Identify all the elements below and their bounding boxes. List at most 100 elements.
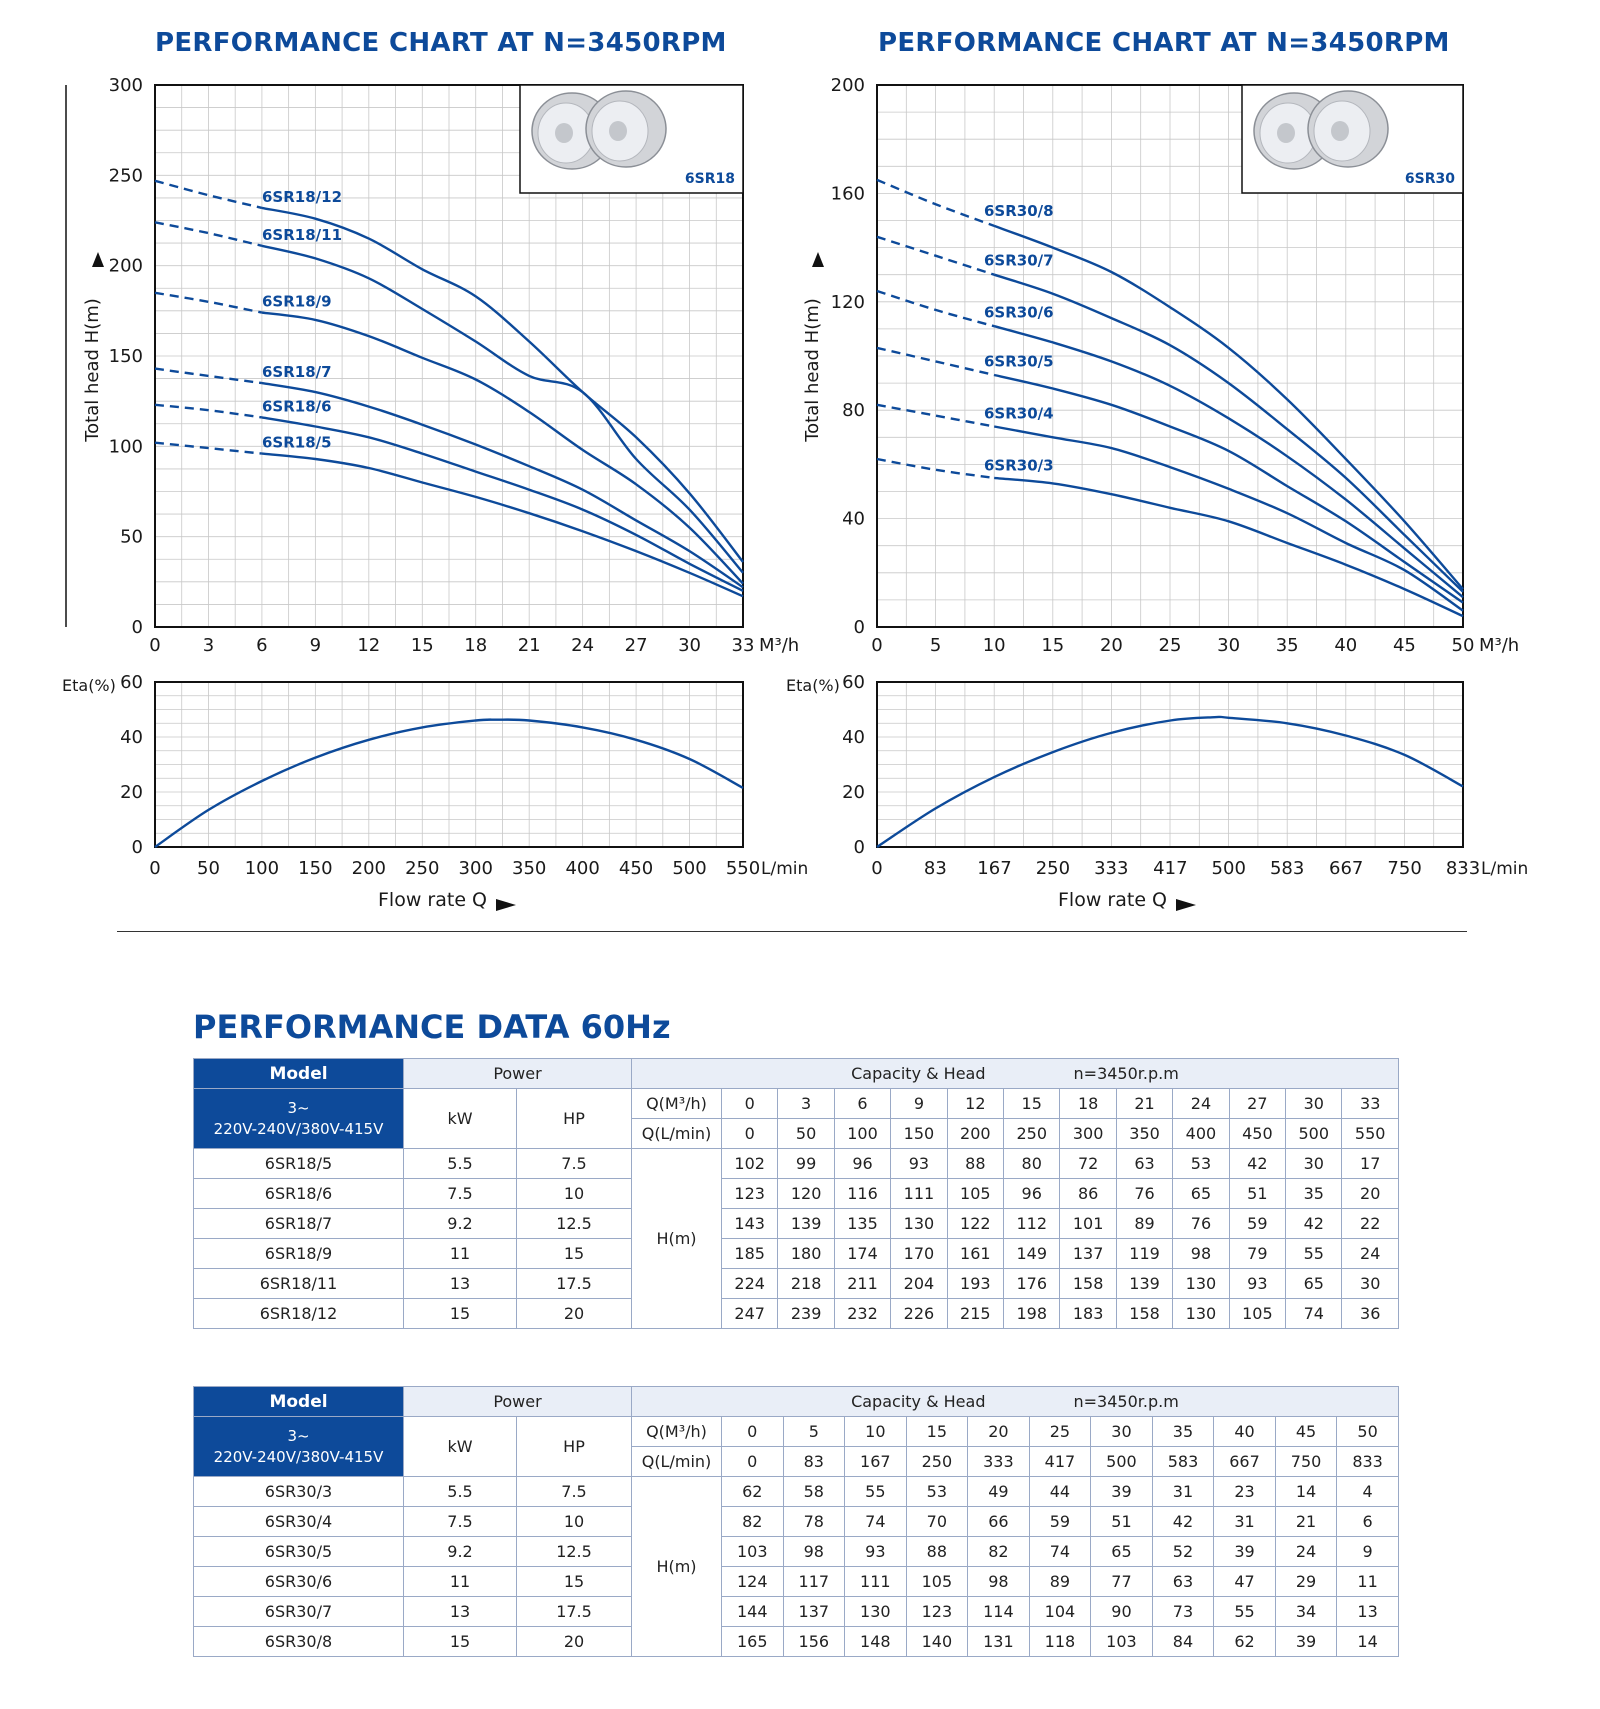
q-lmin-value: 0 xyxy=(720,1118,779,1149)
head-value: 30 xyxy=(1341,1268,1399,1299)
series-label: 6SR30/3 xyxy=(984,457,1054,475)
eta-x-tick-label: 500 xyxy=(1212,858,1246,879)
eta-y-tick-label: 60 xyxy=(842,672,865,693)
table-row: 6SR30/7 13 17.5 144 137 130 123 114 104 90 73 55 34 1… xyxy=(193,1596,1399,1627)
model-name: 6SR18/7 xyxy=(193,1208,404,1239)
head-value: 130 xyxy=(890,1208,948,1239)
y-tick-label: 50 xyxy=(120,527,143,548)
q-m3-value: 30 xyxy=(1090,1416,1153,1447)
model-header: Model xyxy=(193,1058,404,1089)
head-value: 158 xyxy=(1059,1268,1117,1299)
head-value: 232 xyxy=(833,1298,892,1329)
head-value: 14 xyxy=(1336,1626,1399,1657)
head-value: 82 xyxy=(967,1536,1030,1567)
head-value: 14 xyxy=(1274,1476,1338,1507)
q-lmin-value: 417 xyxy=(1028,1446,1092,1477)
q-m3-value: 0 xyxy=(721,1416,784,1447)
y-tick-label: 120 xyxy=(831,292,865,313)
head-value: 123 xyxy=(905,1596,969,1627)
x-unit-label: M³/h xyxy=(759,635,799,656)
eta-x-tick-label: 333 xyxy=(1094,858,1128,879)
head-value: 76 xyxy=(1115,1178,1174,1209)
series-line xyxy=(261,416,744,592)
eta-x-tick-label: 0 xyxy=(871,858,882,879)
hp-value: 15 xyxy=(516,1238,632,1269)
head-value: 53 xyxy=(1172,1148,1230,1179)
q-m3-value: 20 xyxy=(967,1416,1030,1447)
eta-x-tick-label: 0 xyxy=(149,858,160,879)
head-value: 101 xyxy=(1059,1208,1117,1239)
pump-hub xyxy=(555,123,573,143)
x-tick-label: 3 xyxy=(203,635,214,656)
table-row: 6SR30/6 11 15 124 117 111 105 98 89 77 63 47 29 11 xyxy=(193,1566,1399,1597)
eta-x-unit-label: L/min xyxy=(1481,859,1528,879)
head-value: 112 xyxy=(1003,1208,1061,1239)
head-value: 224 xyxy=(720,1268,779,1299)
head-value: 93 xyxy=(844,1536,907,1567)
chart-title-6sr30: PERFORMANCE CHART AT N=3450RPM xyxy=(878,28,1450,58)
head-value: 21 xyxy=(1274,1506,1338,1537)
hp-value: 12.5 xyxy=(516,1536,632,1567)
q-m3-value: 40 xyxy=(1213,1416,1276,1447)
head-value: 156 xyxy=(782,1626,846,1657)
model-name: 6SR30/4 xyxy=(193,1506,404,1537)
head-value: 74 xyxy=(1285,1298,1343,1329)
x-tick-label: 15 xyxy=(1041,635,1064,656)
head-value: 98 xyxy=(782,1536,846,1567)
table-row: 6SR30/8 15 20 165 156 148 140 131 118 103 84 62 39 14 xyxy=(193,1626,1399,1657)
series-line xyxy=(261,452,744,598)
series-line xyxy=(993,425,1464,612)
table-header-row: Model Power Capacity & Head n=3450r.p.m xyxy=(193,1058,1399,1089)
head-value: 118 xyxy=(1028,1626,1092,1657)
hp-value: 17.5 xyxy=(516,1268,632,1299)
q-m3-value: 15 xyxy=(1003,1088,1061,1119)
head-value: 226 xyxy=(890,1298,948,1329)
eta-x-tick-label: 667 xyxy=(1329,858,1363,879)
head-value: 174 xyxy=(833,1238,892,1269)
y-axis-label: Total head H(m) xyxy=(82,298,103,443)
power-header: Power xyxy=(403,1386,632,1417)
x-tick-label: 35 xyxy=(1276,635,1299,656)
head-value: 76 xyxy=(1172,1208,1230,1239)
x-tick-label: 50 xyxy=(1452,635,1475,656)
head-value: 42 xyxy=(1285,1208,1343,1239)
head-value: 49 xyxy=(967,1476,1030,1507)
head-value: 66 xyxy=(967,1506,1030,1537)
series-label: 6SR18/7 xyxy=(262,363,332,381)
performance-data-title: PERFORMANCE DATA 60Hz xyxy=(193,1008,671,1046)
series-label: 6SR18/11 xyxy=(262,226,342,244)
head-value: 137 xyxy=(1059,1238,1117,1269)
head-value: 93 xyxy=(890,1148,948,1179)
x-tick-label: 6 xyxy=(256,635,267,656)
product-image-label: 6SR18 xyxy=(685,171,735,187)
eta-y-tick-label: 0 xyxy=(132,837,143,858)
eta-x-tick-label: 100 xyxy=(245,858,279,879)
head-value: 39 xyxy=(1090,1476,1153,1507)
x-tick-label: 20 xyxy=(1100,635,1123,656)
head-value: 53 xyxy=(905,1476,969,1507)
model-name: 6SR18/5 xyxy=(193,1148,404,1179)
capacity-label: Capacity & Head xyxy=(851,1392,986,1411)
series-dashed-segment xyxy=(876,178,995,228)
head-value: 102 xyxy=(720,1148,779,1179)
head-value: 65 xyxy=(1090,1536,1153,1567)
series-dashed-segment xyxy=(154,441,263,455)
head-value: 119 xyxy=(1115,1238,1174,1269)
eta-x-tick-label: 167 xyxy=(977,858,1011,879)
performance-table-6sr30: Model Power Capacity & Head n=3450r.p.m 3~ 22… xyxy=(193,1386,1399,1657)
head-value: 170 xyxy=(890,1238,948,1269)
head-value: 17 xyxy=(1341,1148,1399,1179)
phase-label: 3~ xyxy=(287,1426,310,1445)
head-value: 24 xyxy=(1341,1238,1399,1269)
hp-value: 20 xyxy=(516,1626,632,1657)
head-value: 89 xyxy=(1115,1208,1174,1239)
head-value: 79 xyxy=(1228,1238,1287,1269)
x-tick-label: 25 xyxy=(1159,635,1182,656)
q-m3-value: 35 xyxy=(1151,1416,1215,1447)
head-value: 130 xyxy=(1172,1268,1230,1299)
head-value: 144 xyxy=(721,1596,784,1627)
q-m3-value: 6 xyxy=(833,1088,892,1119)
head-value: 62 xyxy=(721,1476,784,1507)
head-value: 30 xyxy=(1285,1148,1343,1179)
y-axis-arrow xyxy=(92,252,104,267)
